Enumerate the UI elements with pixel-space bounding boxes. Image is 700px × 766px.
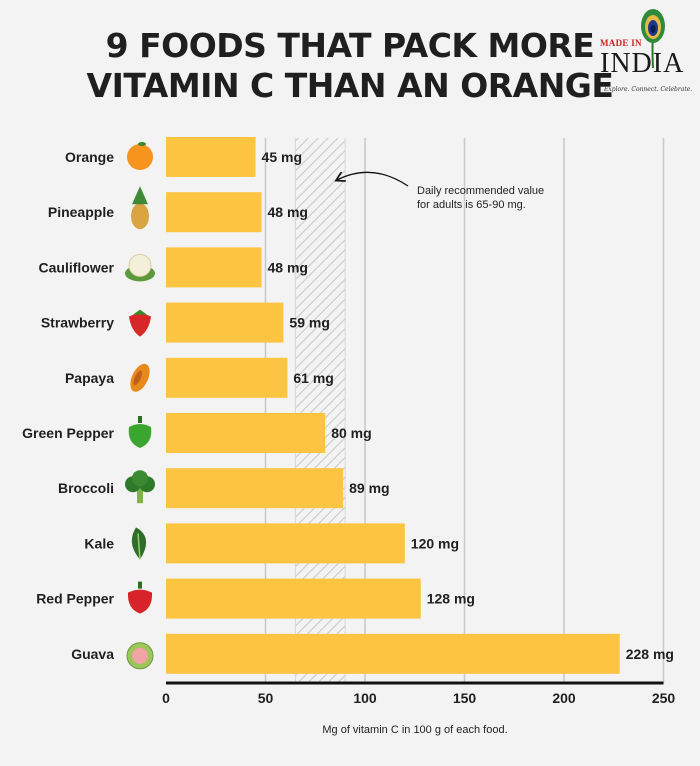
kale-vein <box>137 533 141 560</box>
data-label: 120 mg <box>411 535 459 551</box>
peacock-feather-icon <box>641 9 665 69</box>
bar-papaya <box>166 357 288 398</box>
bar-cauliflower <box>166 247 262 288</box>
data-label: 59 mg <box>289 315 329 331</box>
category-label: Pineapple <box>48 204 114 220</box>
data-label: 48 mg <box>268 259 308 275</box>
pineapple-crown <box>132 186 148 205</box>
title-line-1: 9 FOODS THAT PACK MORE <box>105 26 595 65</box>
broccoli-floret <box>132 470 148 487</box>
guava-flesh <box>132 647 148 664</box>
bar-green-pepper <box>166 413 326 453</box>
x-tick-label: 100 <box>353 690 377 706</box>
data-label: 61 mg <box>293 370 333 386</box>
annotation-line-2: for adults is 65-90 mg. <box>417 199 526 211</box>
logo-top-text: MADE IN <box>600 38 642 48</box>
logo-tagline: Explore. Connect. Celebrate. <box>604 86 693 93</box>
data-label: 80 mg <box>331 425 371 441</box>
category-label: Guava <box>71 646 114 662</box>
bar-red-pepper <box>166 578 421 619</box>
made-in-india-logo: MADE IN INDIA Explore. Connect. Celebrat… <box>598 8 692 104</box>
x-tick-label: 150 <box>453 690 477 706</box>
bar-orange <box>166 137 256 177</box>
logo-main-text: INDIA <box>600 48 685 79</box>
x-tick-label: 250 <box>652 690 676 706</box>
category-label: Red Pepper <box>36 591 114 607</box>
bar-strawberry <box>166 302 284 343</box>
page-title: 9 FOODS THAT PACK MORE VITAMIN C THAN AN… <box>0 26 700 106</box>
x-tick-label: 200 <box>552 690 576 706</box>
data-label: 128 mg <box>427 591 475 607</box>
broccoli-stem <box>137 488 143 504</box>
papaya-seeds <box>133 370 143 386</box>
category-label: Cauliflower <box>39 259 115 275</box>
category-label: Orange <box>65 149 114 165</box>
pineapple-icon <box>131 203 149 230</box>
data-label: 228 mg <box>626 646 674 662</box>
x-axis-label: Mg of vitamin C in 100 g of each food. <box>322 724 508 736</box>
green-pepper-stem <box>138 416 142 423</box>
x-tick-label: 0 <box>162 690 170 706</box>
orange-icon <box>127 144 153 170</box>
category-label: Green Pepper <box>22 425 114 441</box>
category-label: Strawberry <box>41 315 114 331</box>
title-line-2: VITAMIN C THAN AN ORANGE <box>86 66 614 105</box>
bar-broccoli <box>166 468 344 509</box>
data-label: 45 mg <box>262 149 302 165</box>
strawberry-icon <box>129 313 151 337</box>
orange-leaf <box>138 142 146 146</box>
data-label: 89 mg <box>349 480 389 496</box>
category-label: Kale <box>84 535 114 551</box>
data-label: 48 mg <box>268 204 308 220</box>
strawberry-leaf <box>133 309 147 315</box>
bar-guava <box>166 633 620 674</box>
annotation-arrow <box>337 171 409 187</box>
annotation-line-1: Daily recommended value <box>417 185 545 197</box>
bar-pineapple <box>166 192 262 233</box>
category-label: Papaya <box>65 370 114 386</box>
red-pepper-icon <box>127 589 153 614</box>
cauliflower-icon <box>128 253 152 277</box>
x-tick-label: 50 <box>258 690 274 706</box>
recommended-value-annotation: Daily recommended value for adults is 65… <box>417 184 637 212</box>
green-pepper-icon <box>128 424 152 448</box>
bar-kale <box>166 523 405 564</box>
category-label: Broccoli <box>58 480 114 496</box>
red-pepper-stem <box>138 581 142 589</box>
